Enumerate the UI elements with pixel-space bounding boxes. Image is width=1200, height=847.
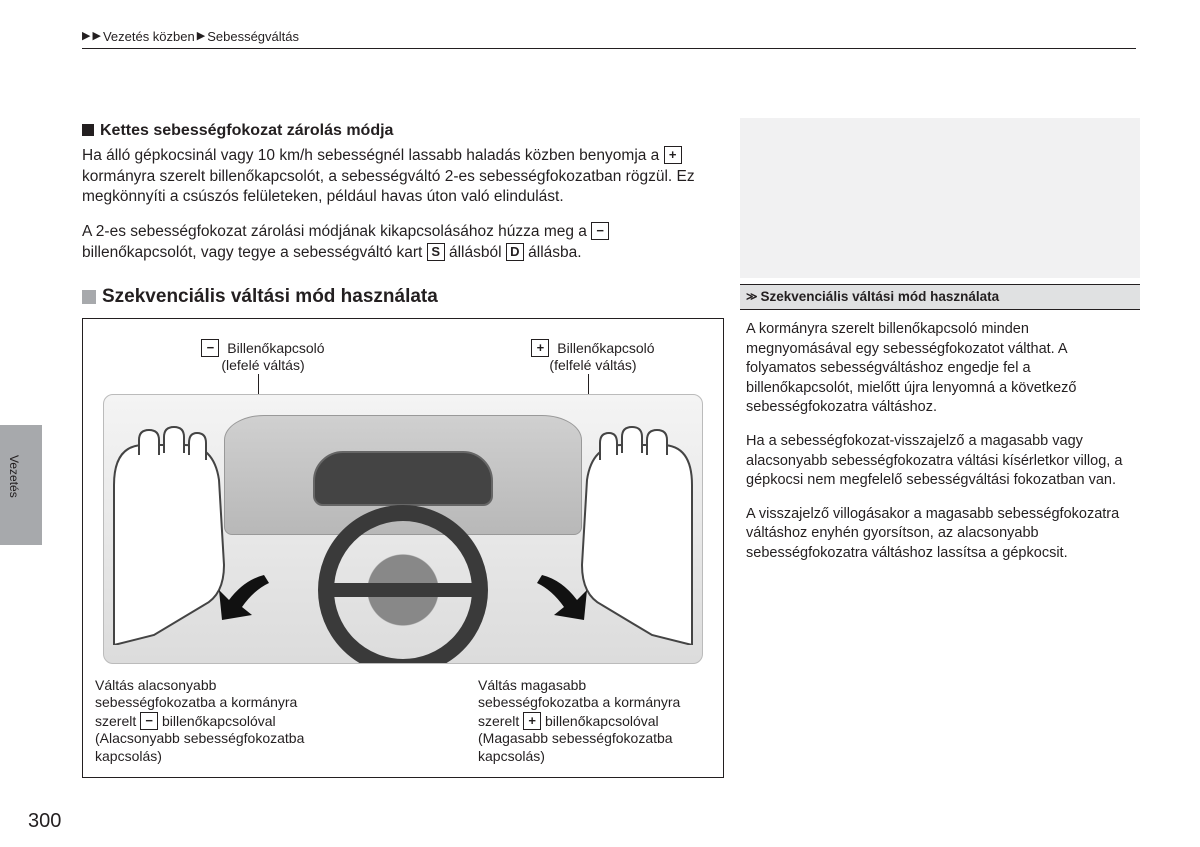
diagram-label-right: + Billenőkapcsoló (felfelé váltás) [503,339,683,374]
plus-box-icon: + [523,712,541,730]
minus-box-icon: − [201,339,219,357]
steering-wheel-shape [318,505,488,664]
paddle-shift-diagram: − Billenőkapcsoló (lefelé váltás) + Bill… [82,318,724,778]
sidebar-body: A kormányra szerelt billenőkapcsoló mind… [740,310,1140,563]
pull-arrow-right-icon [532,565,592,625]
diagram-caption-left: Váltás alacsonyabb sebességfokozatba a k… [95,677,325,766]
main-column: Kettes sebességfokozat zárolás módja Ha … [82,120,722,778]
sidebar-grey-background [740,118,1140,278]
section-marker-icon [82,290,96,304]
header-rule [82,48,1136,49]
page-number: 300 [28,808,61,835]
breadcrumb: ▶ ▶ Vezetés közben ▶ Sebességváltás [82,28,299,46]
breadcrumb-arrow-icon: ▶ [82,29,90,44]
sidebar-heading: ≫ Szekvenciális váltási mód használata [740,284,1140,310]
plus-box-icon: + [531,339,549,357]
breadcrumb-level2: Sebességváltás [207,28,299,46]
section2-heading: Szekvenciális váltási mód használata [82,284,722,310]
section1-paragraph2: A 2-es sebességfokozat zárolási módjának… [82,222,722,264]
sidebar-paragraph2: Ha a sebességfokozat-visszajelző a magas… [746,432,1134,491]
plus-box-icon: + [664,146,682,164]
diagram-caption-right: Váltás magasabb sebességfokozatba a korm… [478,677,708,766]
s-box-icon: S [427,243,445,261]
section-marker-icon [82,124,94,136]
breadcrumb-arrow-icon: ▶ [197,29,205,44]
diagram-label-left: − Billenőkapcsoló (lefelé váltás) [173,339,353,374]
sidebar-paragraph1: A kormányra szerelt billenőkapcsoló mind… [746,320,1134,418]
instrument-cluster-shape [313,451,493,506]
side-tab-label: Vezetés [6,455,22,498]
pull-arrow-left-icon [214,565,274,625]
section1-paragraph1: Ha álló gépkocsinál vagy 10 km/h sebessé… [82,146,722,209]
minus-box-icon: − [140,712,158,730]
sidebar-chevrons-icon: ≫ [746,290,758,305]
breadcrumb-arrow-icon: ▶ [92,29,100,44]
breadcrumb-level1: Vezetés közben [103,28,195,46]
sidebar-paragraph3: A visszajelző villogásakor a magasabb se… [746,505,1134,564]
d-box-icon: D [506,243,524,261]
sidebar-column: ≫ Szekvenciális váltási mód használata A… [740,284,1140,577]
wheel-illustration [103,394,703,664]
section1-heading: Kettes sebességfokozat zárolás módja [82,120,722,142]
minus-box-icon: − [591,222,609,240]
